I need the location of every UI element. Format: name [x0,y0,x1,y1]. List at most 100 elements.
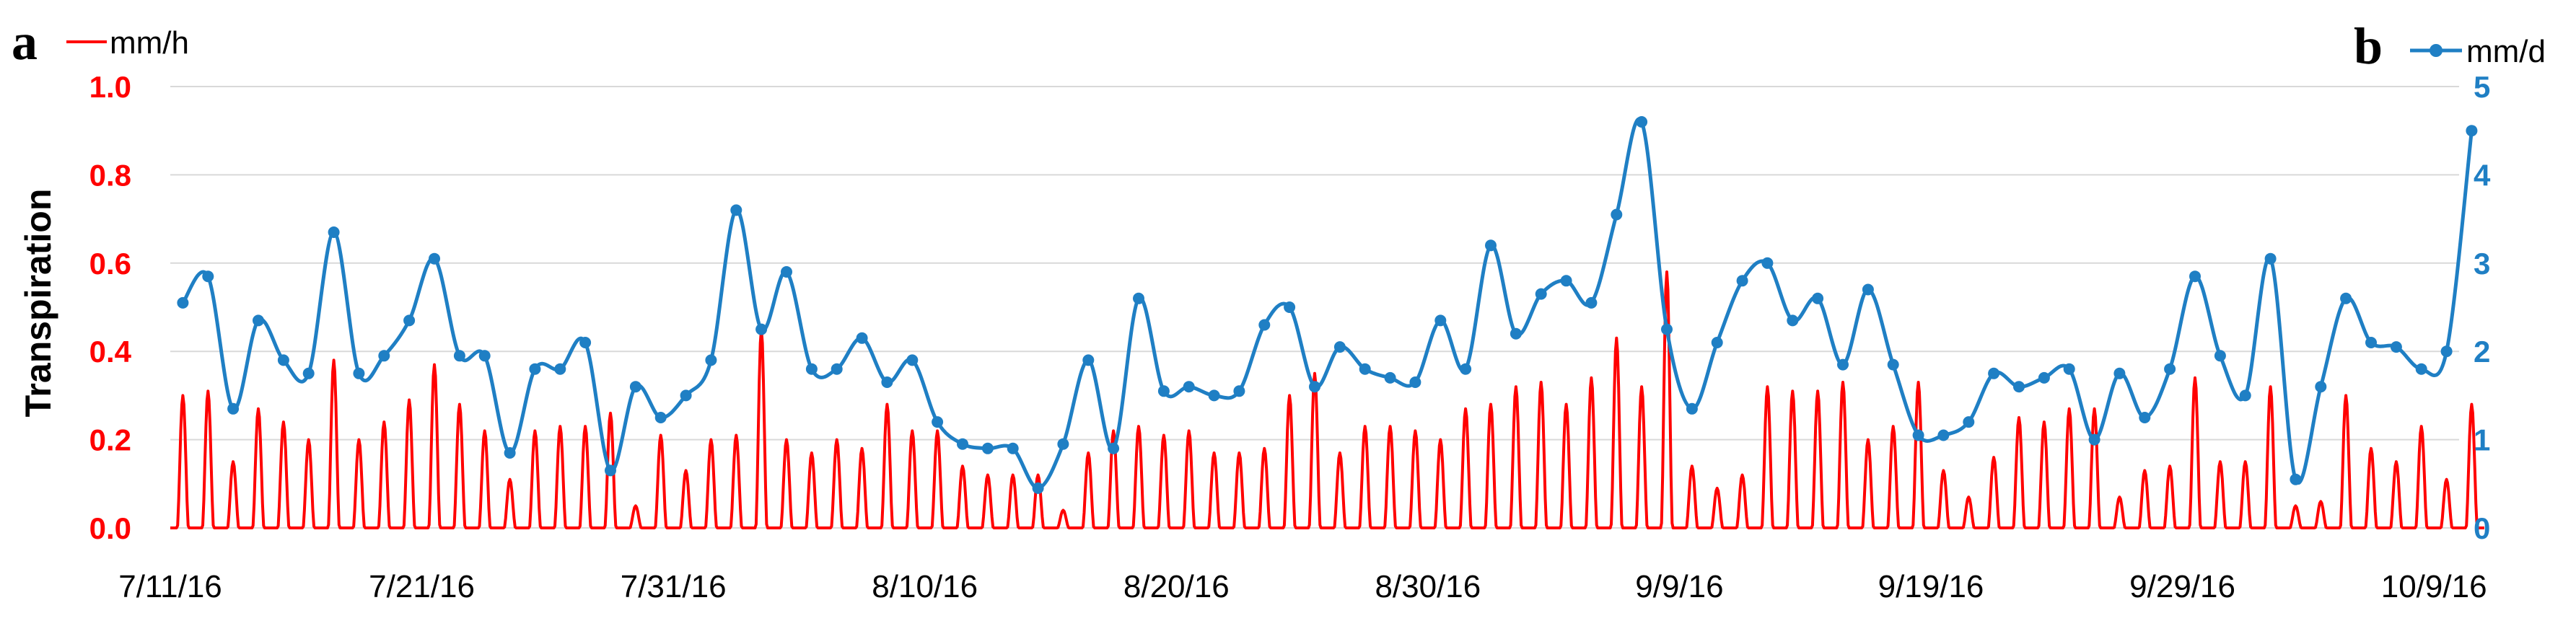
daily-data-point [629,381,641,393]
x-axis-tick-label: 7/31/16 [621,569,727,604]
daily-data-point [2315,381,2327,393]
daily-data-point [1309,381,1320,393]
daily-data-point [2415,363,2427,375]
daily-data-point [831,363,843,375]
daily-data-point [253,314,264,327]
hourly-transpiration-series [170,270,2485,529]
daily-data-point [1686,402,1698,415]
daily-data-point [1007,442,1019,454]
left-axis-tick-label: 0.4 [89,335,132,369]
daily-data-point [529,363,541,375]
daily-data-point [1485,239,1497,252]
daily-data-point [2365,337,2377,348]
daily-data-point [1434,314,1447,327]
daily-data-point [1787,314,1799,327]
daily-data-point [1460,363,1472,375]
daily-data-point [1988,367,2000,379]
daily-data-point [504,447,516,459]
grid-lines [170,86,2459,529]
daily-data-point [1258,319,1271,331]
daily-data-point [1560,275,1572,287]
daily-data-point [1611,208,1623,221]
x-axis-tick-label: 7/11/16 [118,569,222,604]
daily-data-point [2113,367,2126,379]
daily-data-point [1937,429,1950,441]
daily-data-point [2139,412,2151,423]
daily-data-point [2340,292,2352,304]
daily-data-point [906,354,919,366]
daily-data-point [1912,429,1924,441]
legend-hourly-label: mm/h [110,25,189,61]
daily-data-point [1409,376,1421,388]
daily-data-point [1963,416,1975,428]
daily-data-point [1183,381,1195,393]
daily-transpiration-markers [177,116,2478,494]
right-axis-tick-label: 0 [2474,511,2490,545]
x-axis-tick-label: 9/29/16 [2129,569,2235,604]
daily-data-point [2088,433,2100,446]
daily-data-point [1887,358,1899,371]
hourly-transpiration-line [170,270,2485,529]
daily-data-point [2290,473,2302,485]
x-axis-ticks: 7/11/16 7/21/16 7/31/16 8/10/16 8/20/16 8/30/… [118,569,2487,604]
daily-data-point [2063,363,2075,375]
daily-data-point [453,350,465,362]
daily-data-point [1862,283,1874,296]
daily-data-point [755,323,768,335]
right-axis-tick-label: 3 [2474,247,2490,281]
daily-data-point [1837,358,1849,371]
daily-data-point [957,438,968,450]
daily-data-point [932,416,944,428]
daily-data-point [1333,341,1346,353]
daily-data-point [2038,371,2050,384]
x-axis-tick-label: 8/10/16 [872,569,978,604]
right-axis-tick-label: 1 [2474,423,2490,457]
daily-data-point [579,337,592,348]
daily-data-point [1284,301,1296,313]
right-axis-tick-label: 5 [2474,70,2490,104]
daily-data-point [1233,385,1245,397]
daily-data-point [2013,381,2025,393]
daily-data-point [1585,296,1598,309]
daily-data-point [1535,288,1547,300]
daily-data-point [1057,438,1069,450]
daily-data-point [1108,442,1120,454]
right-axis-tick-label: 4 [2474,158,2491,192]
daily-data-point [1157,385,1170,397]
daily-data-point [1032,482,1044,494]
daily-data-point [403,314,416,327]
daily-data-point [328,226,340,238]
daily-data-point [1812,292,1824,304]
left-axis-tick-label: 0.2 [89,423,131,457]
daily-data-point [554,363,566,375]
daily-data-point [227,402,240,415]
daily-data-point [730,204,742,216]
daily-data-point [881,376,893,388]
x-axis-tick-label: 7/21/16 [369,569,475,604]
daily-data-point [2239,389,2251,402]
daily-data-point [302,367,315,379]
left-axis-tick-label: 0.8 [89,158,131,192]
legend-daily-marker [2430,44,2443,57]
daily-data-point [654,412,667,423]
x-axis-tick-label: 9/9/16 [1635,569,1723,604]
x-axis-tick-label: 8/20/16 [1123,569,1230,604]
daily-data-point [856,332,868,344]
daily-data-point [981,442,994,454]
daily-data-point [378,350,390,362]
daily-data-point [1636,116,1648,128]
right-axis-ticks: 0 1 2 3 4 5 [2474,70,2491,545]
daily-data-point [605,464,616,477]
daily-data-point [2214,350,2226,362]
x-axis-tick-label: 10/9/16 [2381,569,2487,604]
daily-data-point [1711,337,1723,348]
daily-data-point [2164,363,2176,375]
daily-data-point [1761,257,1774,269]
daily-data-point [680,389,692,402]
daily-data-point [202,270,214,283]
panel-label-a: a [12,13,38,71]
daily-data-point [1661,323,1673,335]
right-axis-tick-label: 2 [2474,335,2490,369]
daily-data-point [429,252,440,265]
